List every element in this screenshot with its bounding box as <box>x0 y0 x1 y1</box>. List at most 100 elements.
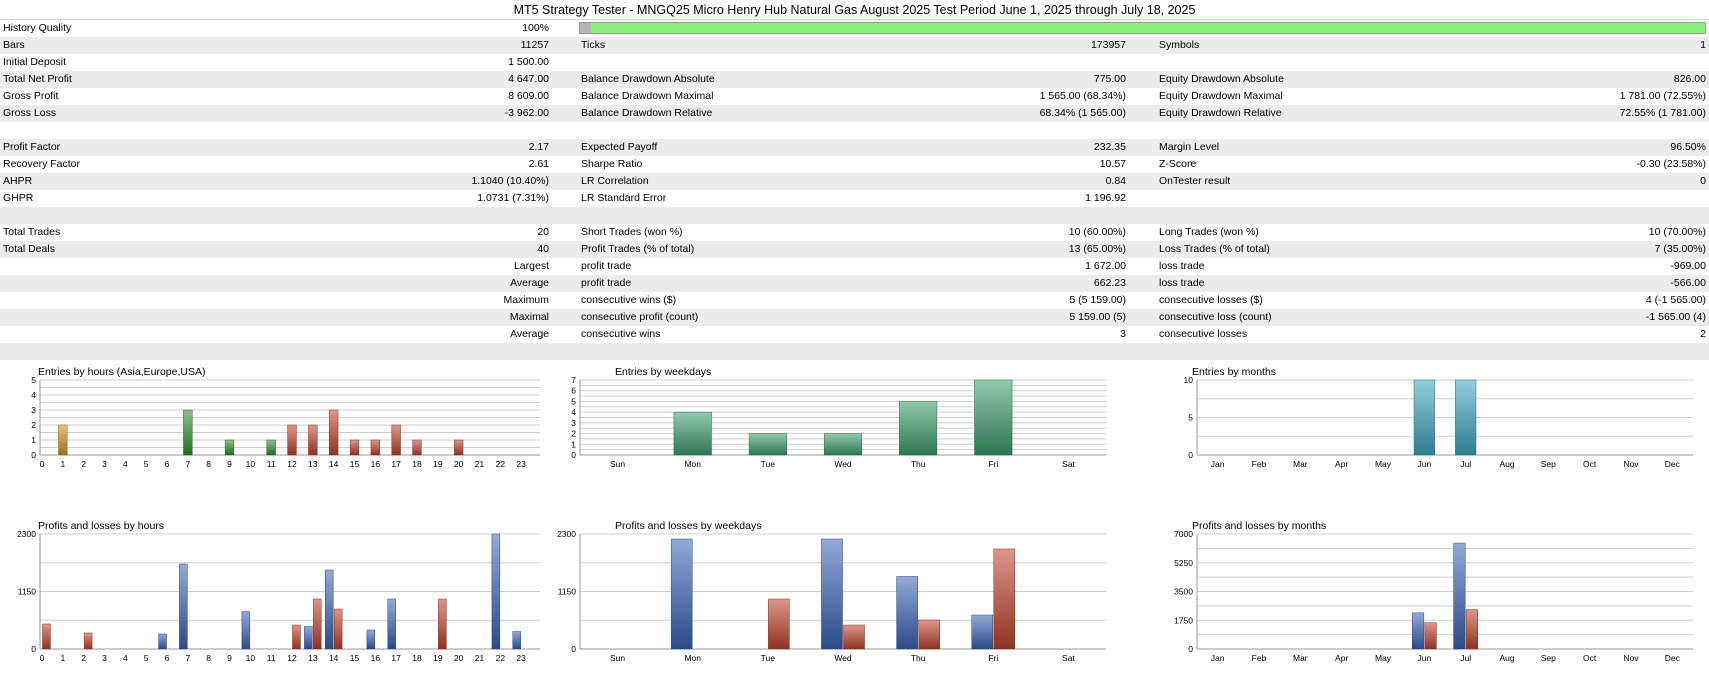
metric-value: 662.23 <box>1093 277 1126 289</box>
y-tick-label: 2300 <box>557 529 576 539</box>
metric-label: Recovery Factor <box>3 158 81 170</box>
x-tick-label: Feb <box>1252 653 1267 663</box>
x-tick-label: 11 <box>267 653 276 663</box>
report-row: Total Deals 40 Profit Trades (% of total) 1… <box>0 241 1709 258</box>
x-tick-label: Tue <box>761 459 776 469</box>
report-row: Bars 11257 Ticks 173957 Symbols 1 <box>0 37 1709 54</box>
profit-bar <box>1412 612 1425 650</box>
x-tick-label: 9 <box>227 653 232 663</box>
loss-bar <box>313 598 322 650</box>
profit-bar <box>512 631 521 650</box>
report-row: Initial Deposit 1 500.00 <box>0 54 1709 71</box>
y-tick-label: 5 <box>31 375 36 385</box>
metric-value: 0 <box>1700 175 1706 187</box>
bar <box>1413 379 1435 456</box>
metric-value: 10 (60.00%) <box>1068 226 1126 238</box>
y-tick-label: 1150 <box>558 587 577 597</box>
x-tick-label: Sep <box>1541 459 1556 469</box>
x-tick-label: Oct <box>1583 459 1597 469</box>
bar <box>224 439 235 456</box>
profit-bar <box>387 598 396 650</box>
metric-value: -969.00 <box>1670 260 1706 272</box>
x-tick-label: Dec <box>1665 653 1681 663</box>
x-tick-label: 0 <box>40 459 45 469</box>
x-tick-label: 20 <box>454 653 464 663</box>
x-tick-label: 10 <box>246 459 256 469</box>
x-tick-label: 23 <box>516 459 526 469</box>
x-tick-label: 18 <box>412 653 422 663</box>
x-tick-label: 6 <box>165 459 170 469</box>
metric-label: OnTester result <box>1159 175 1231 187</box>
chart-title: Profits and losses by months <box>1192 520 1326 532</box>
x-tick-label: Dec <box>1665 459 1681 469</box>
y-tick-label: 7000 <box>1174 529 1193 539</box>
chart-title: Profits and losses by hours <box>38 520 164 532</box>
bar <box>349 439 360 456</box>
history-quality-label: History Quality <box>3 22 72 34</box>
report-table: History Quality 100% Bars 11257 Ticks 173957 S… <box>0 20 1709 360</box>
x-tick-label: Fri <box>988 459 998 469</box>
x-tick-label: Mar <box>1293 459 1308 469</box>
metric-value: 1 781.00 (72.55%) <box>1619 90 1706 102</box>
metric-value: 10 (70.00%) <box>1648 226 1706 238</box>
metric-label: profit trade <box>581 277 632 289</box>
y-tick-label: 5 <box>571 396 576 406</box>
metric-value: 173957 <box>1090 39 1126 51</box>
metric-value: Maximum <box>503 294 549 306</box>
profit-bar <box>971 614 994 650</box>
report-row: Largest profit trade 1 672.00 loss trade -96… <box>0 258 1709 275</box>
metric-value: 1 <box>1700 39 1706 51</box>
report-row: Maximal consecutive profit (count) 5 159.0… <box>0 309 1709 326</box>
x-tick-label: 8 <box>206 653 211 663</box>
x-tick-label: Thu <box>911 653 926 663</box>
profit-bar <box>896 576 918 650</box>
report-row: History Quality 100% <box>0 20 1709 37</box>
window-title: MT5 Strategy Tester - MNGQ25 Micro Henry… <box>0 0 1709 20</box>
x-tick-label: 16 <box>371 459 381 469</box>
y-tick-label: 7 <box>571 375 576 385</box>
metric-value: 13 (65.00%) <box>1068 243 1126 255</box>
y-tick-label: 4 <box>571 407 576 417</box>
metric-label: consecutive wins ($) <box>581 294 677 306</box>
x-tick-label: Sun <box>610 653 625 663</box>
x-tick-label: 13 <box>308 459 318 469</box>
y-tick-label: 5250 <box>1174 558 1193 568</box>
metric-label: Equity Drawdown Maximal <box>1159 90 1283 102</box>
bar <box>748 433 787 456</box>
metric-value: 1 196.92 <box>1085 192 1126 204</box>
loss-bar <box>42 623 51 650</box>
history-quality-bar <box>579 22 1706 34</box>
y-tick-label: 5 <box>1188 413 1193 423</box>
charts-panel: Entries by hours (Asia,Europe,USA)012345… <box>17 366 1693 663</box>
y-tick-label: 1 <box>571 439 576 449</box>
report-row: Average consecutive wins 3 consecutive loss… <box>0 326 1709 343</box>
x-tick-label: 12 <box>287 653 297 663</box>
y-tick-label: 3500 <box>1174 587 1193 597</box>
metric-label: consecutive wins <box>581 328 661 340</box>
x-tick-label: Wed <box>834 459 852 469</box>
metric-value: 8 609.00 <box>508 90 549 102</box>
x-tick-label: Jul <box>1460 459 1471 469</box>
report-row <box>0 343 1709 360</box>
metric-label: profit trade <box>581 260 632 272</box>
metric-value: 4 (-1 565.00) <box>1645 294 1706 306</box>
metric-value: 1 500.00 <box>508 56 549 68</box>
x-tick-label: 16 <box>371 653 381 663</box>
x-tick-label: 18 <box>412 459 422 469</box>
metric-label: GHPR <box>3 192 34 204</box>
x-tick-label: 9 <box>227 459 232 469</box>
report-row <box>0 122 1709 139</box>
report-row: Total Net Profit 4 647.00 Balance Drawdown… <box>0 71 1709 88</box>
profit-bar <box>158 633 167 650</box>
x-tick-label: 23 <box>516 653 526 663</box>
loss-bar <box>83 632 93 650</box>
x-tick-label: Jan <box>1211 459 1225 469</box>
bar <box>287 424 297 456</box>
report-row <box>0 207 1709 224</box>
x-tick-label: 21 <box>475 459 485 469</box>
x-tick-label: 4 <box>123 459 128 469</box>
x-tick-label: 1 <box>60 653 65 663</box>
bar <box>58 424 68 456</box>
bar <box>1455 379 1477 456</box>
